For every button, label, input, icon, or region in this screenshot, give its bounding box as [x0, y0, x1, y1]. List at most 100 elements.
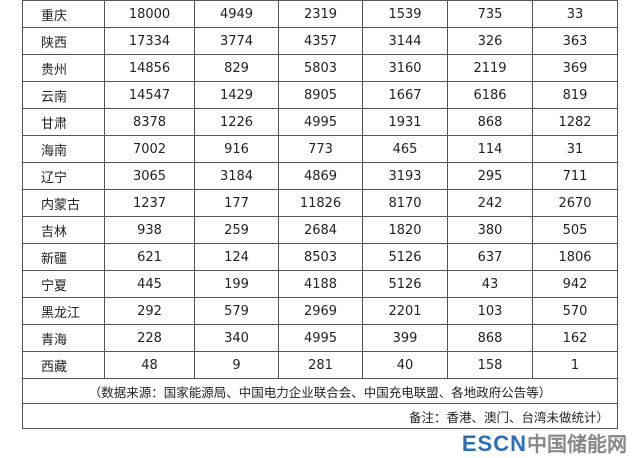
- value-cell: 8378: [104, 108, 195, 136]
- value-cell: 369: [532, 54, 618, 82]
- table-row: 西藏 48 9 281 40 158 1: [22, 351, 618, 379]
- table-row: 新疆 621 124 8503 5126 637 1806: [22, 243, 618, 271]
- value-cell: 124: [194, 243, 279, 271]
- value-cell: 48: [104, 351, 195, 379]
- value-cell: 3065: [104, 162, 195, 190]
- table-row: 甘肃 8378 1226 4995 1931 868 1282: [22, 108, 618, 136]
- value-cell: 11826: [278, 189, 363, 217]
- value-cell: 7002: [104, 135, 195, 163]
- region-cell: 贵州: [22, 54, 105, 82]
- value-cell: 942: [532, 270, 618, 298]
- value-cell: 8503: [278, 243, 363, 271]
- value-cell: 3144: [362, 27, 448, 55]
- value-cell: 2670: [532, 189, 618, 217]
- value-cell: 637: [447, 243, 533, 271]
- region-cell: 重庆: [22, 0, 105, 28]
- value-cell: 40: [362, 351, 448, 379]
- region-cell: 云南: [22, 81, 105, 109]
- table-row: 吉林 938 259 2684 1820 380 505: [22, 216, 618, 244]
- value-cell: 1429: [194, 81, 279, 109]
- value-cell: 773: [278, 135, 363, 163]
- region-cell: 海南: [22, 135, 105, 163]
- value-cell: 4995: [278, 108, 363, 136]
- table-foot: （数据来源：国家能源局、中国电力企业联合会、中国充电联盟、各地政府公告等） 备注…: [22, 378, 618, 429]
- value-cell: 14856: [104, 54, 195, 82]
- region-cell: 陕西: [22, 27, 105, 55]
- note: 备注：香港、澳门、台湾未做统计）: [22, 403, 618, 429]
- value-cell: 916: [194, 135, 279, 163]
- value-cell: 4357: [278, 27, 363, 55]
- region-cell: 内蒙古: [22, 189, 105, 217]
- table-row: 青海 228 340 4995 399 868 162: [22, 324, 618, 352]
- table-row: 陕西 17334 3774 4357 3144 326 363: [22, 27, 618, 55]
- value-cell: 5126: [362, 270, 448, 298]
- value-cell: 868: [447, 108, 533, 136]
- value-cell: 4949: [194, 0, 279, 28]
- value-cell: 6186: [447, 81, 533, 109]
- value-cell: 1931: [362, 108, 448, 136]
- value-cell: 295: [447, 162, 533, 190]
- value-cell: 579: [194, 297, 279, 325]
- value-cell: 3193: [362, 162, 448, 190]
- value-cell: 570: [532, 297, 618, 325]
- region-cell: 新疆: [22, 243, 105, 271]
- value-cell: 3774: [194, 27, 279, 55]
- value-cell: 292: [104, 297, 195, 325]
- value-cell: 114: [447, 135, 533, 163]
- value-cell: 2319: [278, 0, 363, 28]
- table-row: 海南 7002 916 773 465 114 31: [22, 135, 618, 163]
- value-cell: 1: [532, 351, 618, 379]
- region-cell: 辽宁: [22, 162, 105, 190]
- value-cell: 1282: [532, 108, 618, 136]
- value-cell: 1667: [362, 81, 448, 109]
- value-cell: 4995: [278, 324, 363, 352]
- value-cell: 445: [104, 270, 195, 298]
- value-cell: 1820: [362, 216, 448, 244]
- value-cell: 259: [194, 216, 279, 244]
- value-cell: 177: [194, 189, 279, 217]
- table-row: 辽宁 3065 3184 4869 3193 295 711: [22, 162, 618, 190]
- value-cell: 399: [362, 324, 448, 352]
- value-cell: 465: [362, 135, 448, 163]
- table-row: 贵州 14856 829 5803 3160 2119 369: [22, 54, 618, 82]
- region-cell: 甘肃: [22, 108, 105, 136]
- value-cell: 4869: [278, 162, 363, 190]
- value-cell: 3184: [194, 162, 279, 190]
- value-cell: 199: [194, 270, 279, 298]
- value-cell: 4188: [278, 270, 363, 298]
- table-row: 重庆 18000 4949 2319 1539 735 33: [22, 0, 618, 28]
- value-cell: 9: [194, 351, 279, 379]
- table-body: 重庆 18000 4949 2319 1539 735 33 陕西 17334 3774 4357 3…: [22, 0, 618, 379]
- watermark: ESCN中国储能网: [462, 428, 627, 457]
- value-cell: 1237: [104, 189, 195, 217]
- value-cell: 1539: [362, 0, 448, 28]
- value-cell: 33: [532, 0, 618, 28]
- value-cell: 868: [447, 324, 533, 352]
- table-row: 黑龙江 292 579 2969 2201 103 570: [22, 297, 618, 325]
- watermark-site: 中国储能网: [527, 432, 627, 456]
- value-cell: 14547: [104, 81, 195, 109]
- value-cell: 5803: [278, 54, 363, 82]
- value-cell: 621: [104, 243, 195, 271]
- value-cell: 711: [532, 162, 618, 190]
- source-row: （数据来源：国家能源局、中国电力企业联合会、中国充电联盟、各地政府公告等）: [22, 378, 618, 404]
- source: （数据来源：国家能源局、中国电力企业联合会、中国充电联盟、各地政府公告等）: [22, 378, 618, 404]
- value-cell: 162: [532, 324, 618, 352]
- table-row: 云南 14547 1429 8905 1667 6186 819: [22, 81, 618, 109]
- table-row: 宁夏 445 199 4188 5126 43 942: [22, 270, 618, 298]
- value-cell: 31: [532, 135, 618, 163]
- value-cell: 819: [532, 81, 618, 109]
- watermark-brand: ESCN: [461, 431, 527, 456]
- value-cell: 505: [532, 216, 618, 244]
- region-cell: 青海: [22, 324, 105, 352]
- table-row: 内蒙古 1237 177 11826 8170 242 2670: [22, 189, 618, 217]
- region-cell: 黑龙江: [22, 297, 105, 325]
- value-cell: 1806: [532, 243, 618, 271]
- region-cell: 吉林: [22, 216, 105, 244]
- value-cell: 5126: [362, 243, 448, 271]
- value-cell: 326: [447, 27, 533, 55]
- data-table: 重庆 18000 4949 2319 1539 735 33 陕西 17334 3774 4357 3…: [22, 0, 618, 429]
- value-cell: 735: [447, 0, 533, 28]
- value-cell: 2201: [362, 297, 448, 325]
